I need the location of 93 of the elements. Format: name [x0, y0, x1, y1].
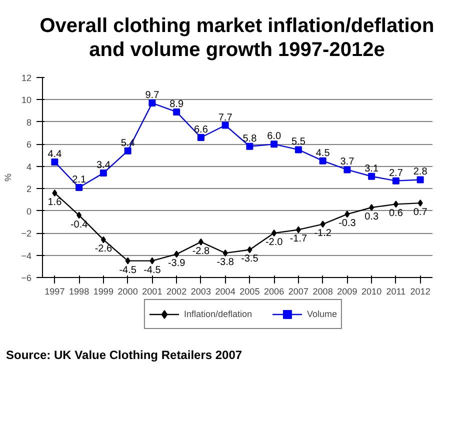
y-tick-label: 6	[26, 140, 32, 150]
point	[222, 122, 229, 129]
data-label: -2.8	[192, 246, 210, 257]
x-tick-label: 2005	[240, 286, 260, 296]
data-label: -3.8	[216, 257, 234, 268]
data-label: 6.6	[194, 124, 208, 136]
point	[174, 250, 180, 258]
data-label: 2.1	[72, 174, 86, 186]
point	[296, 226, 301, 234]
source-note: Source: UK Value Clothing Retailers 2007	[6, 347, 242, 364]
point	[294, 146, 302, 154]
data-label: 0.3	[364, 212, 379, 222]
data-label: -1.2	[314, 228, 332, 240]
point	[222, 250, 228, 257]
x-tick-label: 2008	[312, 286, 333, 296]
point	[150, 257, 155, 264]
legend-label: Volume	[307, 309, 338, 319]
data-label: 4.5	[316, 148, 330, 159]
y-tick-label: −6	[21, 273, 32, 283]
data-label: -0.3	[338, 218, 356, 230]
point	[173, 108, 180, 116]
data-label: -2.0	[265, 237, 284, 248]
data-label: 7.7	[218, 112, 233, 124]
point	[392, 177, 400, 184]
data-label: 6.0	[267, 131, 282, 142]
x-tick-label: 2011	[386, 286, 406, 296]
data-label: 3.7	[340, 156, 355, 168]
data-label: 2.7	[388, 168, 404, 179]
y-tick-label: −2	[21, 228, 32, 239]
y-tick-label: 12	[21, 73, 32, 83]
data-label: 1.6	[48, 197, 62, 208]
x-tick-label: 2006	[264, 286, 284, 296]
point	[76, 212, 82, 219]
point	[368, 172, 376, 180]
y-tick-label: −4	[21, 250, 32, 261]
y-tick-label: 2	[26, 184, 32, 194]
data-label: 9.7	[145, 90, 160, 102]
data-label: 3.1	[364, 163, 379, 174]
point	[393, 200, 398, 208]
point	[100, 236, 106, 244]
data-label: 0.7	[413, 207, 428, 218]
point	[320, 220, 326, 228]
point	[344, 210, 350, 218]
data-label: 4.4	[48, 148, 62, 160]
y-tick-label: 8	[26, 117, 32, 128]
x-tick-label: 1999	[93, 286, 114, 296]
y-tick-label: 4	[26, 162, 32, 172]
data-label: 5.8	[242, 133, 258, 144]
x-tick-label: 2009	[337, 286, 358, 296]
point	[197, 134, 204, 141]
data-label: -2.6	[94, 244, 112, 255]
point	[246, 142, 254, 150]
point	[272, 230, 277, 237]
x-tick-label: 2000	[118, 286, 138, 296]
x-tick-label: 2003	[190, 286, 211, 296]
point	[270, 140, 278, 148]
point	[369, 204, 374, 211]
x-tick-label: 2012	[410, 286, 430, 296]
point	[416, 176, 424, 184]
point	[124, 147, 132, 154]
y-axis-title: %	[3, 173, 14, 182]
chart-title: Overall clothing market inflation/deflation and volume growth 1997-2012e	[40, 14, 434, 62]
x-tick-label: 2002	[166, 286, 187, 296]
point	[344, 166, 351, 174]
point	[418, 200, 423, 207]
data-label: -4.5	[119, 264, 137, 276]
data-label: 0.6	[388, 208, 404, 220]
data-label: 8.9	[170, 98, 184, 110]
point	[52, 190, 58, 197]
point	[125, 257, 130, 264]
x-tick-label: 1998	[69, 286, 90, 296]
point	[100, 170, 107, 177]
data-label: -3.9	[168, 258, 186, 270]
x-tick-label: 2007	[288, 286, 308, 296]
legend-label: Inflation/deflation	[184, 309, 252, 319]
point	[76, 184, 83, 191]
data-label: -1.7	[290, 234, 308, 245]
point	[247, 246, 252, 254]
point	[198, 238, 204, 246]
data-label: 5.5	[291, 136, 306, 148]
point	[319, 157, 326, 164]
data-label: -4.5	[144, 264, 162, 276]
data-label: 2.8	[413, 166, 428, 178]
data-label: -3.5	[241, 254, 259, 265]
x-tick-label: 2001	[142, 286, 162, 296]
x-tick-label: 2010	[362, 286, 382, 296]
y-tick-label: 0	[26, 206, 32, 216]
x-tick-label: 1997	[44, 286, 65, 296]
point	[51, 158, 58, 166]
point	[148, 100, 156, 107]
y-tick-label: 10	[21, 95, 32, 106]
data-label: 3.4	[96, 160, 111, 172]
x-tick-label: 2004	[215, 286, 236, 296]
